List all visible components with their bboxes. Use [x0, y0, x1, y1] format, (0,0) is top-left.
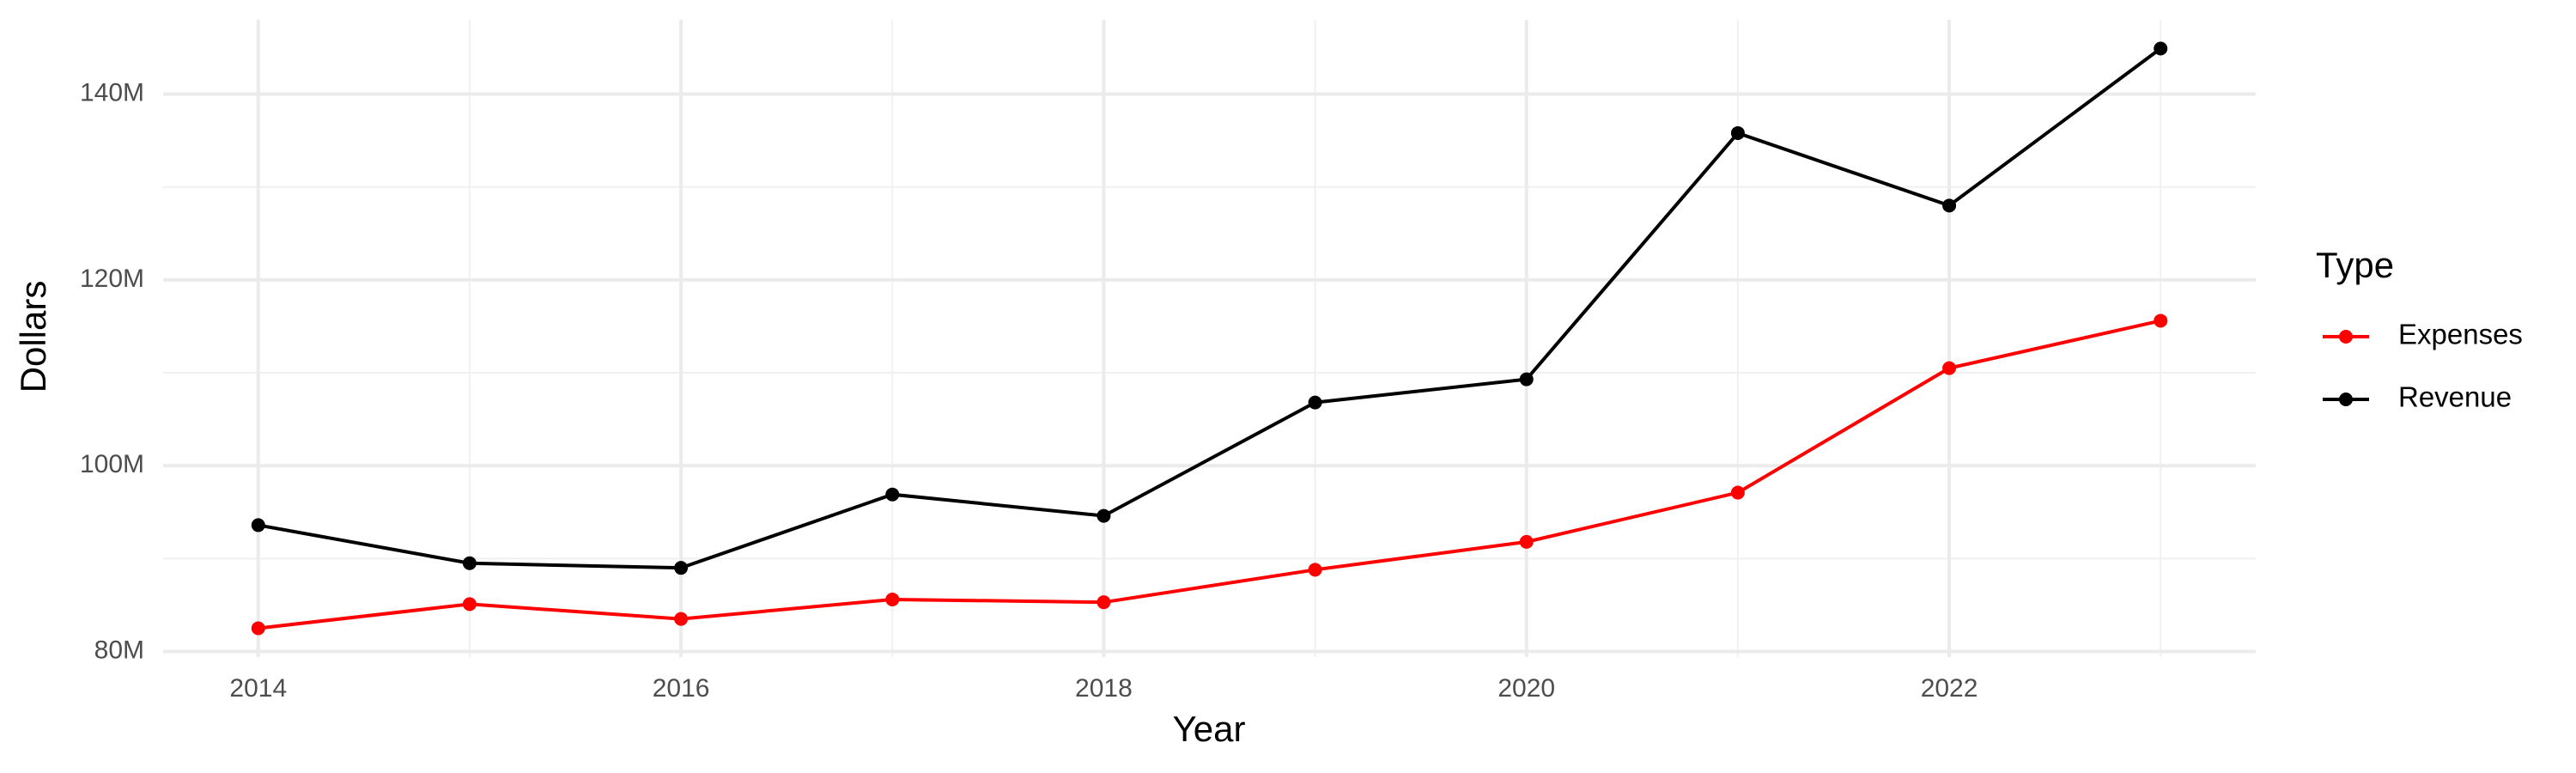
- y-tick-label: 140M: [80, 78, 144, 107]
- data-point: [2154, 41, 2168, 56]
- data-point: [674, 612, 689, 626]
- series-line: [258, 319, 2161, 630]
- x-tick-label: 2022: [1921, 674, 1978, 703]
- data-point: [1519, 372, 1534, 386]
- legend-key-point: [2339, 393, 2353, 406]
- data-point: [1942, 361, 1957, 375]
- data-point: [1308, 395, 1322, 410]
- data-point: [1519, 534, 1534, 549]
- y-tick-label: 120M: [80, 265, 144, 293]
- data-point: [251, 518, 265, 533]
- legend-title: Type: [2316, 245, 2394, 285]
- legend-key-point: [2339, 330, 2353, 344]
- series-line: [258, 46, 2162, 570]
- data-point: [674, 561, 689, 575]
- x-tick-label: 2016: [653, 674, 710, 703]
- data-point: [251, 621, 265, 636]
- x-tick-label: 2014: [229, 674, 287, 703]
- x-tick-label: 2018: [1075, 674, 1133, 703]
- data-point: [2154, 313, 2168, 328]
- data-point: [1308, 563, 1322, 577]
- data-point: [462, 597, 477, 612]
- data-point: [1097, 508, 1111, 523]
- legend-label: Revenue: [2398, 381, 2512, 413]
- y-tick-label: 80M: [94, 636, 144, 664]
- data-point: [462, 556, 477, 570]
- data-point: [885, 487, 900, 502]
- legend-label: Expenses: [2398, 319, 2523, 350]
- data-point: [1097, 595, 1111, 610]
- y-tick-label: 100M: [80, 450, 144, 478]
- data-point: [1942, 198, 1957, 213]
- x-axis-title: Year: [1173, 709, 1246, 749]
- data-point: [1730, 125, 1745, 140]
- data-point: [1730, 485, 1745, 500]
- y-axis-title: Dollars: [13, 281, 53, 393]
- x-tick-label: 2020: [1498, 674, 1555, 703]
- data-point: [885, 592, 900, 606]
